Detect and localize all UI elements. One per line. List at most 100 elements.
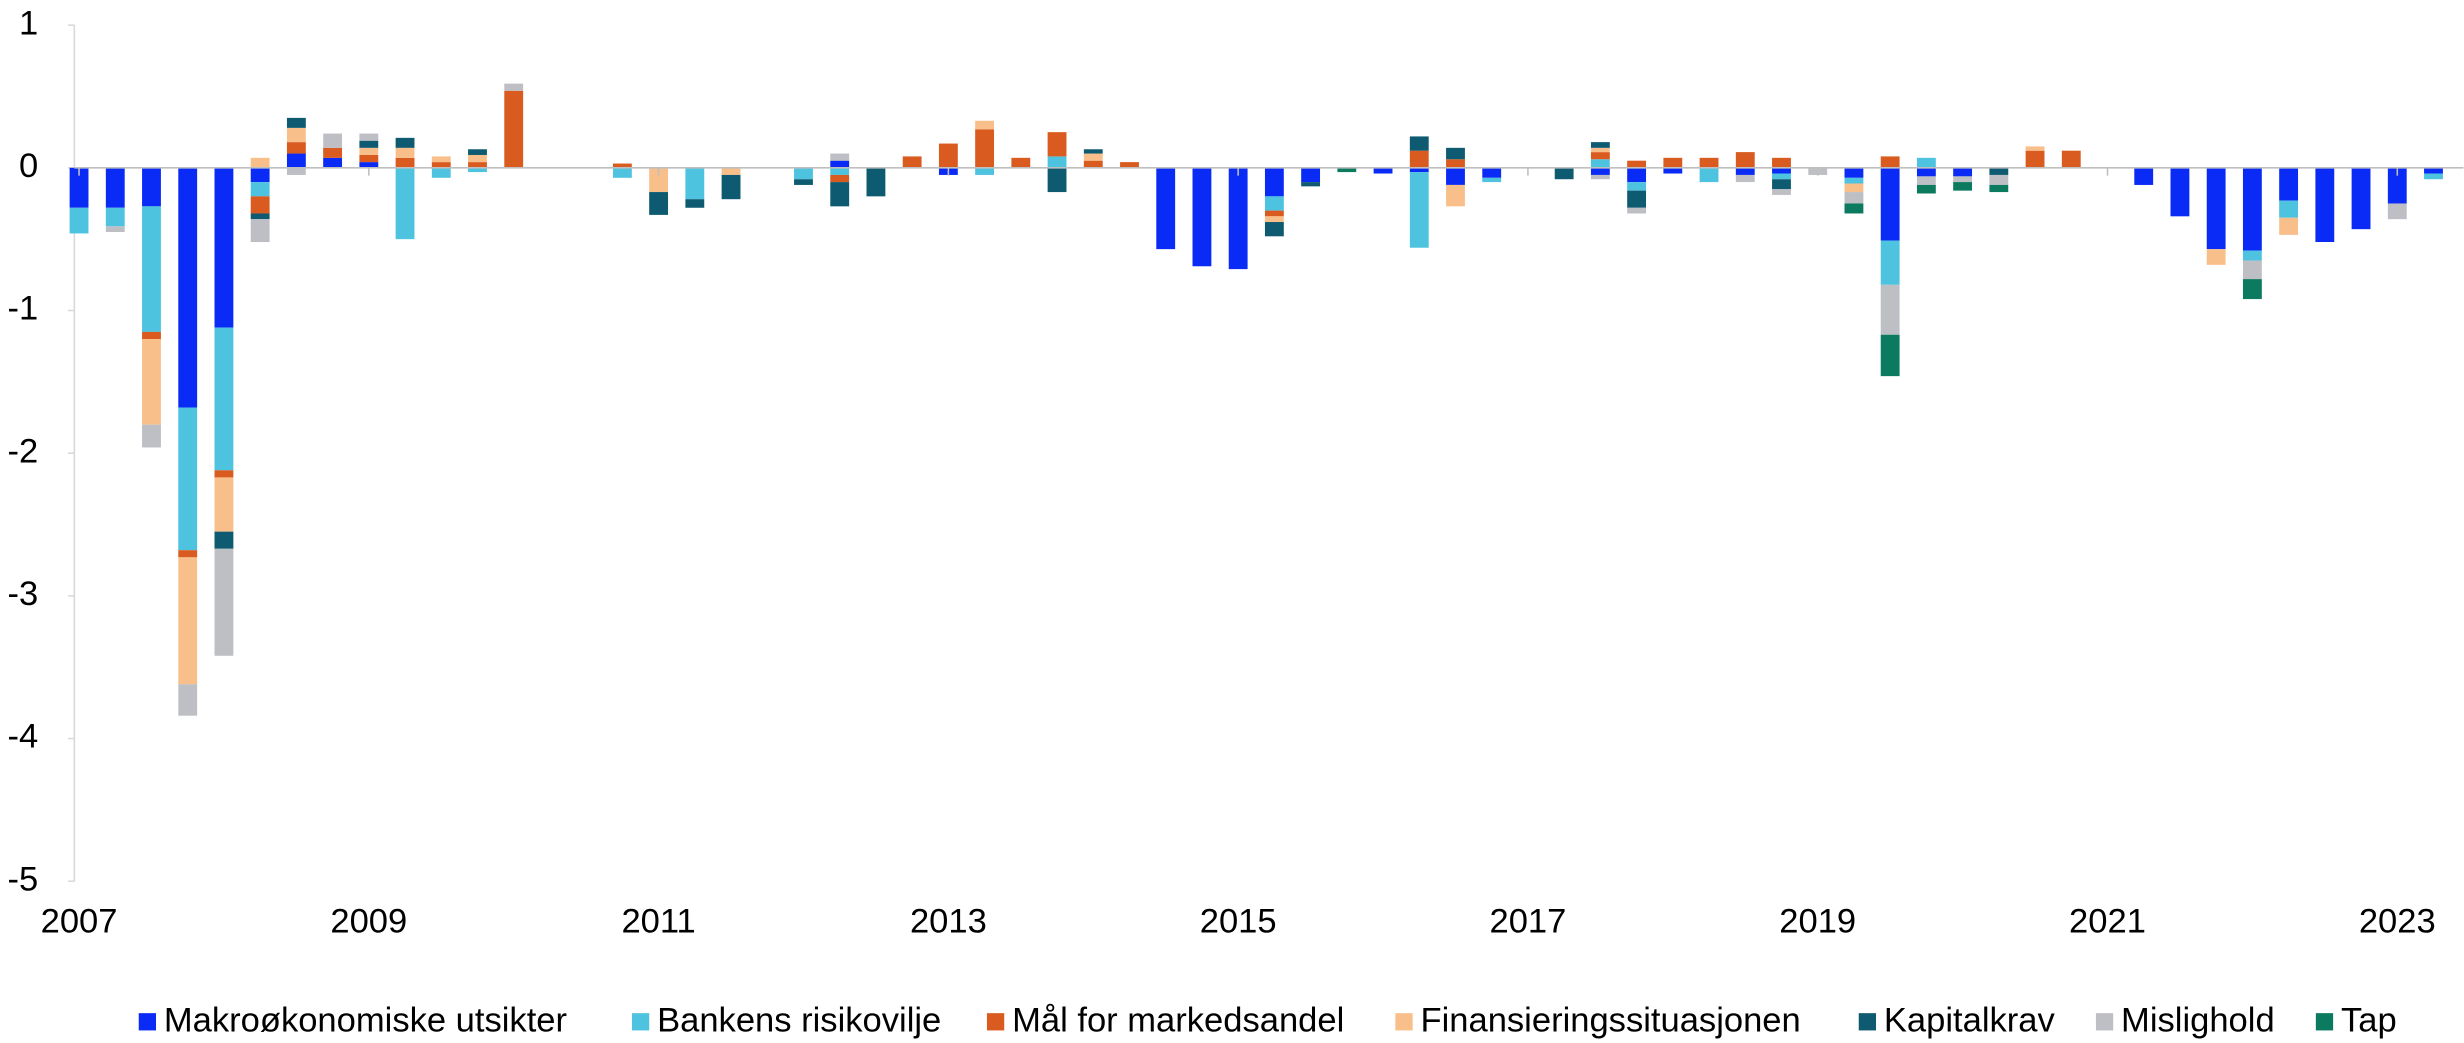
bar-segment	[431, 167, 451, 178]
bar-segment	[250, 182, 270, 197]
bar-segment	[902, 156, 922, 168]
bar-segment	[142, 339, 161, 425]
bar-segment	[1409, 150, 1429, 168]
bar-segment	[1844, 167, 1864, 178]
bar-segment	[431, 156, 451, 163]
y-tick-label: -3	[7, 575, 38, 613]
bar-segment	[830, 182, 850, 207]
bar-segment	[1446, 159, 1465, 168]
bar-segment	[1627, 190, 1647, 208]
y-tick-label: 1	[19, 4, 38, 42]
bar-segment	[1916, 167, 1936, 177]
bar-segment	[214, 327, 234, 471]
legend-label: Tap	[2341, 1002, 2397, 1040]
bar-segment	[721, 174, 741, 200]
x-tick-label: 2015	[1200, 903, 1277, 941]
y-tick-label: -2	[7, 432, 38, 470]
bar-segment	[359, 133, 379, 141]
bar-segment	[1446, 147, 1465, 160]
bar-segment	[1482, 167, 1502, 178]
bar-segment	[1627, 182, 1647, 191]
bar-segment	[1264, 210, 1284, 217]
bar-segment	[359, 154, 379, 163]
bar-segment	[468, 154, 487, 163]
bar-segment	[1482, 177, 1502, 183]
bar-segment	[612, 167, 632, 178]
bar-segment	[830, 160, 850, 168]
bar-segment	[2315, 167, 2335, 243]
x-tick-label: 2009	[330, 903, 407, 941]
bar-segment	[1627, 160, 1647, 168]
bar-segment	[359, 162, 379, 168]
bar-segment	[69, 207, 89, 234]
bar-segment	[1047, 167, 1067, 193]
bar-segment	[975, 167, 995, 175]
bar-segment	[1446, 167, 1465, 185]
bar-segment	[1844, 183, 1864, 193]
bar-segment	[1590, 142, 1610, 148]
bar-segment	[1880, 156, 1900, 168]
bar-segment	[1772, 179, 1791, 190]
bar-segment	[2424, 167, 2443, 174]
bar-segment	[69, 167, 89, 208]
bar-segment	[105, 207, 125, 227]
x-tick-label: 2023	[2359, 903, 2436, 941]
bar-segment	[395, 167, 415, 240]
bar-segment	[431, 162, 451, 168]
x-tick-label: 2011	[621, 903, 695, 941]
bar-segment	[1554, 167, 1574, 180]
bar-segment	[2206, 167, 2226, 250]
bar-segment	[1699, 157, 1719, 168]
bar-segment	[250, 167, 270, 183]
bar-segment	[2279, 167, 2299, 201]
bar-segment	[105, 226, 125, 233]
legend-label: Kapitalkrav	[1884, 1002, 2056, 1040]
y-tick-label: -4	[7, 718, 38, 756]
bar-segment	[1989, 167, 2009, 175]
bar-segment	[468, 149, 487, 155]
bar-segment	[1590, 167, 1610, 175]
bar-segment	[468, 167, 487, 173]
bar-segment	[1735, 152, 1755, 168]
bar-segment	[1627, 167, 1647, 183]
bar-segment	[649, 192, 669, 215]
bar-segment	[1627, 207, 1647, 214]
bar-segment	[142, 424, 161, 448]
legend-swatch	[2315, 1013, 2334, 1031]
bar-segment	[1953, 182, 1973, 191]
bar-segment	[1301, 182, 1321, 187]
bar-segment	[2061, 150, 2081, 168]
bar-segment	[1590, 159, 1610, 168]
bar-segment	[1590, 147, 1610, 153]
legend-swatch	[631, 1013, 650, 1031]
bar-segment	[1264, 222, 1284, 237]
bar-segment	[286, 117, 306, 128]
bar-segment	[1156, 167, 1176, 250]
bar-segment	[178, 684, 198, 716]
bar-segment	[359, 140, 379, 148]
bar-segment	[178, 557, 198, 685]
bar-segment	[2279, 217, 2299, 235]
bar-segment	[1844, 177, 1864, 184]
legend-swatch	[2095, 1013, 2114, 1031]
bar-segment	[2242, 167, 2262, 251]
legend-swatch	[138, 1013, 157, 1031]
bar-segment	[1047, 132, 1067, 157]
x-tick-label: 2019	[1779, 903, 1856, 941]
bar-segment	[1083, 149, 1103, 154]
bar-segment	[1083, 153, 1103, 161]
bar-segment	[1446, 184, 1465, 207]
bar-segment	[685, 199, 705, 208]
bar-segment	[1663, 167, 1683, 174]
bar-segment	[395, 157, 415, 168]
bar-segment	[1337, 167, 1357, 173]
bar-segment	[1264, 216, 1284, 223]
bar-segment	[794, 167, 813, 180]
bar-segment	[105, 167, 125, 208]
bar-segment	[178, 550, 198, 558]
bar-segment	[1880, 284, 1900, 335]
bar-segment	[1590, 152, 1610, 160]
bar-segment	[1772, 173, 1791, 180]
legend-swatch	[1858, 1013, 1877, 1031]
